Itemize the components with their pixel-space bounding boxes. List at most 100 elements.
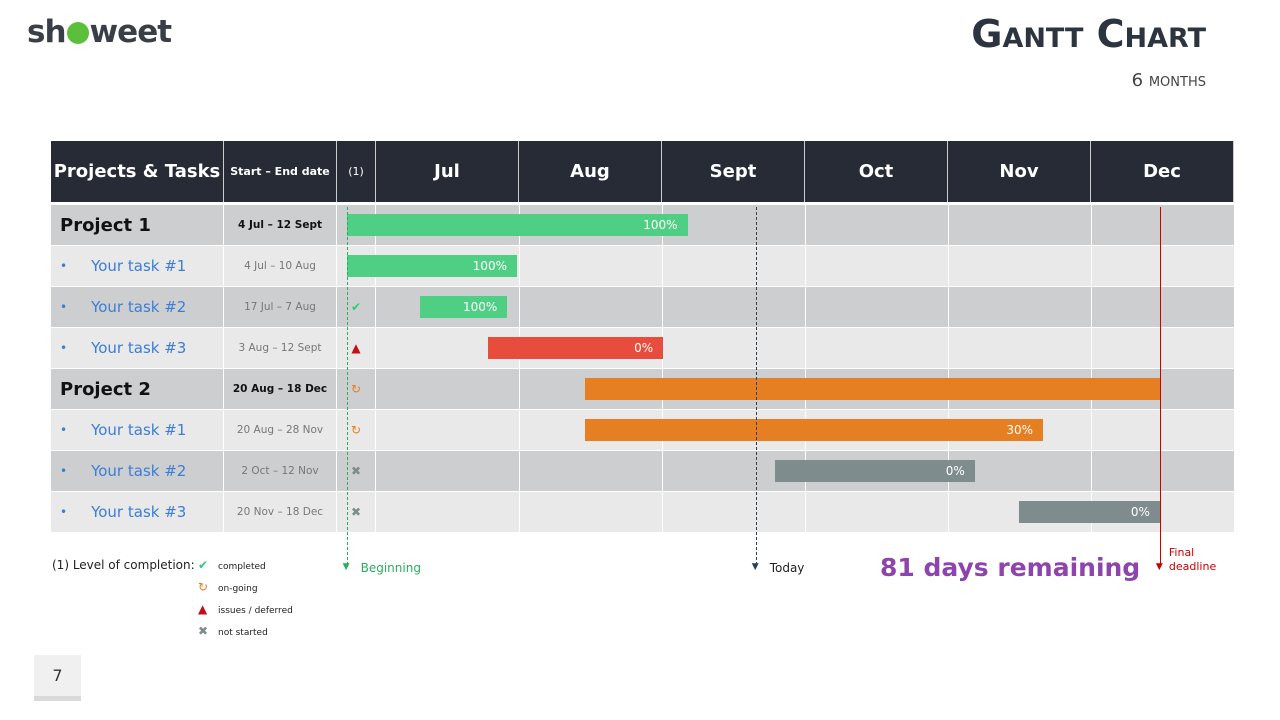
month-divider <box>805 328 806 368</box>
header-month: Jul <box>376 141 519 202</box>
legend-item: ▲ issues / deferred <box>198 602 293 616</box>
month-divider <box>948 328 949 368</box>
header-month: Dec <box>1091 141 1234 202</box>
gantt-bar[interactable]: 100% <box>346 255 518 277</box>
month-divider <box>948 246 949 286</box>
bar-progress: 100% <box>472 259 508 273</box>
task-name: Your task #2 <box>91 298 187 316</box>
gantt-bar[interactable]: 0% <box>775 460 975 482</box>
month-divider <box>1091 246 1092 286</box>
task-row[interactable]: • Your task #2 2 Oct – 12 Nov ✖ 0% <box>51 451 1234 491</box>
issues-icon: ▲ <box>198 602 208 616</box>
date-range: 4 Jul – 12 Sept <box>224 205 337 245</box>
task-name-cell: • Your task #2 <box>51 287 224 327</box>
month-divider <box>519 451 520 491</box>
project-row[interactable]: Project 14 Jul – 12 Sept✔100% <box>51 205 1234 245</box>
month-divider <box>1091 451 1092 491</box>
task-name-cell: Project 1 <box>51 205 224 245</box>
date-range: 20 Aug – 18 Dec <box>224 369 337 409</box>
bullet: • <box>60 300 68 314</box>
date-range: 3 Aug – 12 Sept <box>224 328 337 368</box>
today-label: Today <box>769 561 805 575</box>
header-month: Nov <box>948 141 1091 202</box>
task-row[interactable]: • Your task #3 20 Nov – 18 Dec ✖ 0% <box>51 492 1234 532</box>
bullet: • <box>60 505 68 519</box>
month-divider <box>1091 287 1092 327</box>
today-line <box>755 207 757 565</box>
today-arrow-icon: ▼ <box>751 562 759 572</box>
month-divider <box>662 287 663 327</box>
bar-progress: 0% <box>634 341 654 355</box>
month-divider <box>805 205 806 245</box>
status-ongoing-icon: ↻ <box>337 369 376 409</box>
month-divider <box>805 492 806 532</box>
month-divider <box>662 451 663 491</box>
header-month: Oct <box>805 141 948 202</box>
task-row[interactable]: •Your task #14 Jul – 10 Aug✔100% <box>51 246 1234 286</box>
task-name-cell: • Your task #1 <box>51 246 224 286</box>
header-status: (1) <box>337 141 376 202</box>
beginning-label: Beginning <box>360 561 421 575</box>
bar-progress: 30% <box>1006 423 1033 437</box>
gantt-bar[interactable]: 100% <box>346 214 688 236</box>
bar-progress: 0% <box>1130 505 1150 519</box>
status-ongoing-icon: ↻ <box>337 410 376 450</box>
legend-item: ✔ completed <box>198 558 266 572</box>
gantt-bar[interactable]: 0% <box>1018 501 1160 523</box>
month-divider <box>805 287 806 327</box>
task-name-cell: • Your task #2 <box>51 451 224 491</box>
bar-progress: 100% <box>643 218 678 232</box>
task-name-cell: Project 2 <box>51 369 224 409</box>
legend-item-label: issues / deferred <box>218 606 293 616</box>
deadline-line <box>1159 207 1161 565</box>
deadline-label: Final deadline <box>1168 546 1217 573</box>
month-divider <box>662 246 663 286</box>
legend-item-label: not started <box>218 628 268 638</box>
project-name: Project 1 <box>60 214 151 236</box>
header-tasks: Projects & Tasks <box>51 141 224 202</box>
beginning-line <box>346 207 348 565</box>
gantt-bar[interactable]: 100% <box>419 296 508 318</box>
date-range: 17 Jul – 7 Aug <box>224 287 337 327</box>
month-divider <box>519 246 520 286</box>
month-divider <box>519 369 520 409</box>
gantt-bar[interactable]: 0% <box>487 337 664 359</box>
legend-item-label: completed <box>218 562 266 572</box>
days-remaining: 81 days remaining <box>880 553 1141 582</box>
month-divider <box>948 287 949 327</box>
bullet: • <box>60 423 68 437</box>
legend: (1) Level of completion: ✔ completed ↻ on-g… <box>52 558 293 638</box>
month-divider <box>1091 205 1092 245</box>
header-month: Sept <box>662 141 805 202</box>
task-row[interactable]: • Your task #2 17 Jul – 7 Aug ✔ 100% <box>51 287 1234 327</box>
bullet: • <box>60 259 68 273</box>
bar-progress: 100% <box>463 300 498 314</box>
bullet: • <box>60 341 68 355</box>
task-name-cell: • Your task #3 <box>51 492 224 532</box>
month-divider <box>519 410 520 450</box>
project-name: Project 2 <box>60 378 151 400</box>
page-subtitle: 6 months <box>1131 70 1206 91</box>
page-title: Gantt Chart <box>971 12 1206 56</box>
date-range: 2 Oct – 12 Nov <box>224 451 337 491</box>
project-row[interactable]: Project 2 20 Aug – 18 Dec ↻ <box>51 369 1234 409</box>
legend-label: (1) Level of completion: <box>52 558 195 572</box>
header-dates: Start – End date <box>224 141 337 202</box>
task-name: Your task #3 <box>91 503 187 521</box>
month-divider <box>1091 410 1092 450</box>
month-divider <box>519 287 520 327</box>
month-divider <box>805 246 806 286</box>
month-divider <box>662 492 663 532</box>
task-row[interactable]: • Your task #3 3 Aug – 12 Sept ▲ 0% <box>51 328 1234 368</box>
bullet: • <box>60 464 68 478</box>
task-name-cell: • Your task #3 <box>51 328 224 368</box>
gantt-bar[interactable] <box>585 378 1160 400</box>
task-row[interactable]: • Your task #1 20 Aug – 28 Nov ↻ 30% <box>51 410 1234 450</box>
ongoing-icon: ↻ <box>198 580 209 594</box>
not-started-icon: ✖ <box>198 624 209 638</box>
gantt-bar[interactable]: 30% <box>585 419 1043 441</box>
task-name: Your task #3 <box>91 339 187 357</box>
status-issues-icon: ▲ <box>337 328 376 368</box>
status-not-started-icon: ✖ <box>337 451 376 491</box>
legend-item: ✖ not started <box>198 624 268 638</box>
